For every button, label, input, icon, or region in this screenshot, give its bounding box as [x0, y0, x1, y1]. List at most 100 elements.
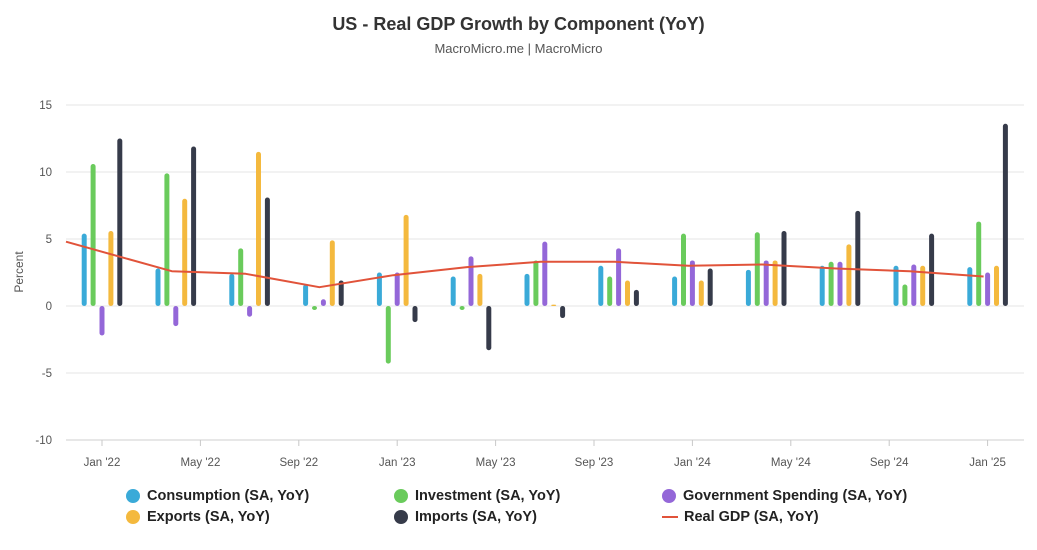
imports-bar [412, 306, 418, 323]
x-axis-ticks: Jan '22 May '22 Sep '22 Jan '23 May '23 Sep '… [84, 440, 1006, 469]
imports-swatch-icon [394, 510, 408, 524]
investment-bar [681, 233, 686, 306]
x-tick-label: Sep '23 [575, 457, 614, 469]
consumption-bar [819, 265, 825, 306]
chart-plot: 15 10 5 0 -5 -10 Jan '22 May '22 Sep '22 Jan '23… [12, 100, 1024, 469]
y-tick-label: 5 [46, 234, 52, 246]
imports-bar [855, 210, 861, 306]
government-bar [985, 272, 991, 306]
consumption-bar [450, 276, 456, 306]
exports-bar [625, 280, 630, 306]
imports-bar [560, 306, 566, 319]
consumption-bar [376, 272, 382, 306]
x-tick-label: Jan '23 [379, 457, 416, 469]
legend: Consumption (SA, YoY) Investment (SA, Yo… [0, 486, 1037, 536]
gdp-line [65, 240, 984, 289]
x-tick-label: Sep '24 [870, 457, 909, 469]
legend-label-imports: Imports (SA, YoY) [415, 509, 537, 525]
government-bar [99, 306, 105, 336]
y-tick-label: 10 [39, 167, 52, 179]
x-tick-label: Jan '24 [674, 457, 711, 469]
consumption-bar [893, 265, 899, 306]
legend-label-consumption: Consumption (SA, YoY) [147, 488, 310, 504]
x-tick-label: May '23 [476, 457, 516, 469]
x-tick-label: May '24 [771, 457, 812, 469]
government-bar [911, 264, 917, 306]
y-tick-label: -10 [35, 435, 52, 447]
imports-bar [633, 289, 639, 306]
investment-bar [385, 306, 391, 364]
legend-item-consumption[interactable]: Consumption (SA, YoY) [126, 488, 309, 504]
legend-item-exports[interactable]: Exports (SA, YoY) [126, 509, 270, 525]
investment-bar [902, 284, 908, 306]
exports-bar [994, 265, 999, 306]
x-tick-label: Jan '22 [84, 457, 121, 469]
imports-bar [1002, 123, 1008, 306]
exports-bar [329, 240, 335, 306]
investment-bar [754, 232, 760, 306]
legend-item-investment[interactable]: Investment (SA, YoY) [394, 488, 560, 504]
investment-bar [238, 248, 244, 306]
government-bar [394, 272, 400, 306]
x-tick-label: Sep '22 [279, 457, 318, 469]
exports-bar [846, 244, 852, 306]
government-bar [320, 299, 326, 306]
government-bar [837, 261, 843, 306]
legend-item-gdp[interactable]: Real GDP (SA, YoY) [662, 509, 819, 525]
investment-swatch-icon [394, 489, 408, 503]
consumption-bar [303, 284, 309, 306]
investment-bar [312, 306, 317, 311]
legend-item-imports[interactable]: Imports (SA, YoY) [394, 509, 537, 525]
gdp-line-layer [65, 240, 984, 289]
exports-bar [551, 304, 557, 306]
imports-bar [264, 197, 270, 306]
gdp-swatch-icon [662, 516, 678, 518]
y-tick-label: 15 [39, 100, 52, 112]
government-bar [616, 248, 622, 306]
government-bar [173, 306, 179, 327]
imports-bar [191, 146, 197, 306]
consumption-bar [598, 265, 604, 306]
imports-bar [338, 280, 344, 306]
consumption-bar [967, 267, 973, 306]
investment-bar [976, 221, 982, 306]
consumption-bar [745, 269, 751, 306]
y-tick-label: 0 [46, 301, 52, 313]
exports-bar [108, 230, 114, 306]
imports-bar [929, 233, 935, 306]
y-tick-label: -5 [42, 368, 52, 380]
consumption-bar [524, 273, 530, 306]
x-tick-label: May '22 [180, 457, 220, 469]
imports-bar [781, 230, 787, 306]
legend-label-investment: Investment (SA, YoY) [415, 488, 561, 504]
y-axis-label: Percent [12, 251, 26, 293]
legend-item-government[interactable]: Government Spending (SA, YoY) [662, 488, 907, 504]
exports-bar [920, 265, 926, 306]
consumption-bar [81, 233, 87, 306]
government-bar [542, 241, 548, 306]
exports-swatch-icon [126, 510, 140, 524]
consumption-bar [672, 276, 678, 306]
exports-bar [772, 260, 778, 306]
imports-bar [486, 306, 492, 351]
legend-label-exports: Exports (SA, YoY) [147, 509, 270, 525]
y-axis-ticks: 15 10 5 0 -5 -10 [35, 100, 52, 447]
x-tick-label: Jan '25 [969, 457, 1006, 469]
investment-bar [164, 173, 170, 306]
exports-bar [477, 273, 483, 306]
government-bar [247, 306, 253, 317]
imports-bar [117, 138, 123, 306]
government-bar [689, 260, 695, 306]
bars [81, 123, 1008, 364]
consumption-bar [155, 268, 161, 306]
exports-bar [182, 198, 188, 306]
legend-label-government: Government Spending (SA, YoY) [683, 488, 908, 504]
gridlines [66, 104, 1024, 441]
chart-title: US - Real GDP Growth by Component (YoY) [332, 14, 705, 34]
legend-label-gdp: Real GDP (SA, YoY) [684, 509, 819, 525]
consumption-bar [229, 273, 235, 306]
exports-bar [698, 280, 704, 306]
government-swatch-icon [662, 489, 676, 503]
chart-subtitle: MacroMicro.me | MacroMicro [434, 41, 603, 56]
imports-bar [707, 268, 713, 306]
